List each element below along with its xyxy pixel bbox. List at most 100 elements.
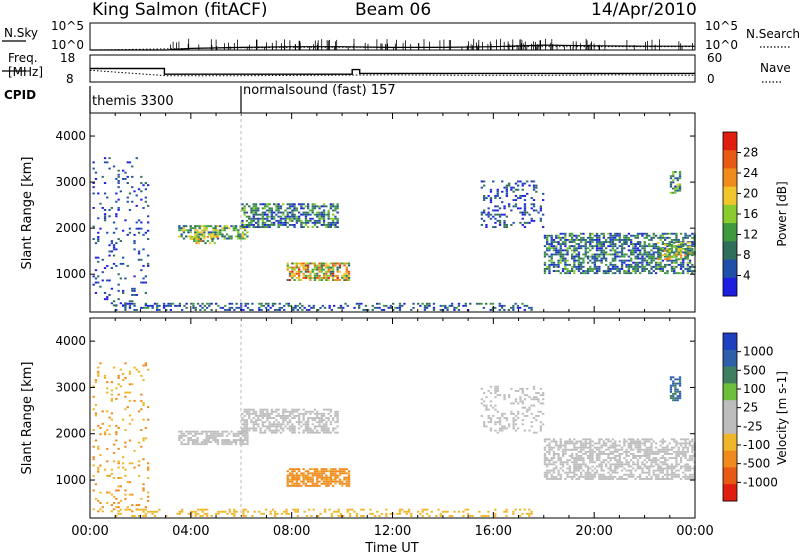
echo-cell (309, 468, 312, 471)
echo-cell (144, 231, 147, 234)
echo-cell (277, 219, 280, 222)
echo-cell (110, 504, 113, 506)
echo-cell (611, 263, 615, 266)
echo-cell (180, 227, 183, 230)
echo-cell (307, 410, 310, 413)
echo-cell (142, 458, 145, 461)
echo-cell (580, 457, 583, 459)
echo-cell (691, 446, 694, 449)
echo-cell (117, 273, 120, 276)
echo-cell (627, 245, 630, 248)
echo-cell (94, 439, 98, 442)
y-tick-label: 4000 (55, 129, 86, 143)
echo-cell (627, 255, 630, 258)
echo-cell (561, 453, 565, 455)
echo-cell (310, 306, 313, 309)
echo-cell (266, 209, 269, 212)
echo-cell (561, 236, 565, 239)
echo-cell (564, 261, 567, 264)
echo-cell (293, 468, 296, 471)
echo-cell (237, 434, 240, 437)
echo-cell (664, 461, 667, 464)
echo-cell (523, 415, 527, 417)
echo-cell (286, 476, 289, 479)
echo-cell (261, 221, 264, 224)
echo-cell (380, 512, 383, 515)
echo-cell (300, 279, 303, 281)
echo-cell (575, 243, 578, 245)
echo-cell (652, 232, 655, 235)
echo-cell (339, 304, 343, 307)
echo-cell (632, 455, 635, 457)
echo-cell (650, 249, 653, 252)
echo-cell (546, 475, 549, 478)
echo-cell (672, 382, 675, 385)
echo-cell (645, 245, 649, 248)
echo-cell (286, 470, 289, 473)
echo-cell (279, 221, 283, 224)
echo-cell (295, 468, 298, 471)
echo-cell (641, 448, 644, 451)
echo-cell (200, 235, 204, 238)
echo-cell (92, 474, 95, 477)
echo-cell (187, 437, 190, 439)
echo-cell (448, 304, 451, 307)
echo-cell (233, 510, 236, 513)
echo-cell (564, 234, 567, 237)
echo-cell (657, 459, 660, 462)
echo-cell (632, 249, 635, 252)
echo-cell (329, 266, 332, 269)
echo-cell (268, 417, 271, 419)
echo-cell (197, 238, 200, 240)
echo-cell (232, 227, 235, 230)
echo-cell (546, 473, 549, 476)
echo-cell (582, 459, 585, 462)
echo-cell (144, 196, 147, 199)
echo-cell (291, 209, 294, 212)
echo-cell (126, 233, 129, 236)
echo-cell (664, 247, 667, 250)
echo-cell (625, 263, 628, 266)
echo-cell (257, 415, 260, 417)
echo-cell (480, 213, 483, 216)
echo-cell (332, 279, 335, 281)
echo-cell (643, 442, 646, 445)
echo-cell (307, 277, 310, 279)
echo-cell (521, 390, 524, 392)
echo-cell (221, 229, 224, 232)
echo-cell (634, 245, 637, 248)
echo-cell (672, 187, 675, 190)
echo-cell (595, 268, 599, 270)
echo-cell (466, 512, 470, 515)
echo-cell (364, 304, 368, 307)
echo-cell (221, 432, 224, 435)
echo-cell (487, 510, 490, 513)
echo-cell (147, 491, 150, 494)
echo-cell (641, 234, 644, 237)
echo-cell (641, 265, 644, 268)
echo-cell (302, 423, 305, 426)
echo-cell (639, 467, 642, 470)
echo-cell (245, 425, 249, 428)
echo-cell (225, 441, 229, 443)
echo-cell (485, 404, 488, 407)
echo-cell (678, 382, 682, 385)
echo-cell (571, 253, 574, 256)
echo-cell (648, 251, 651, 254)
echo-cell (668, 457, 671, 459)
echo-cell (650, 255, 653, 258)
echo-cell (648, 478, 651, 480)
echo-cell (244, 439, 247, 441)
echo-cell (614, 253, 617, 256)
echo-cell (668, 473, 671, 476)
echo-cell (611, 243, 615, 245)
echo-cell (198, 443, 201, 446)
echo-cell (347, 472, 351, 475)
echo-cell (322, 408, 326, 411)
echo-cell (382, 309, 386, 311)
echo-cell (396, 512, 399, 515)
echo-cell (178, 302, 181, 305)
echo-cell (530, 219, 533, 222)
echo-cell (491, 302, 495, 305)
echo-cell (176, 304, 179, 307)
